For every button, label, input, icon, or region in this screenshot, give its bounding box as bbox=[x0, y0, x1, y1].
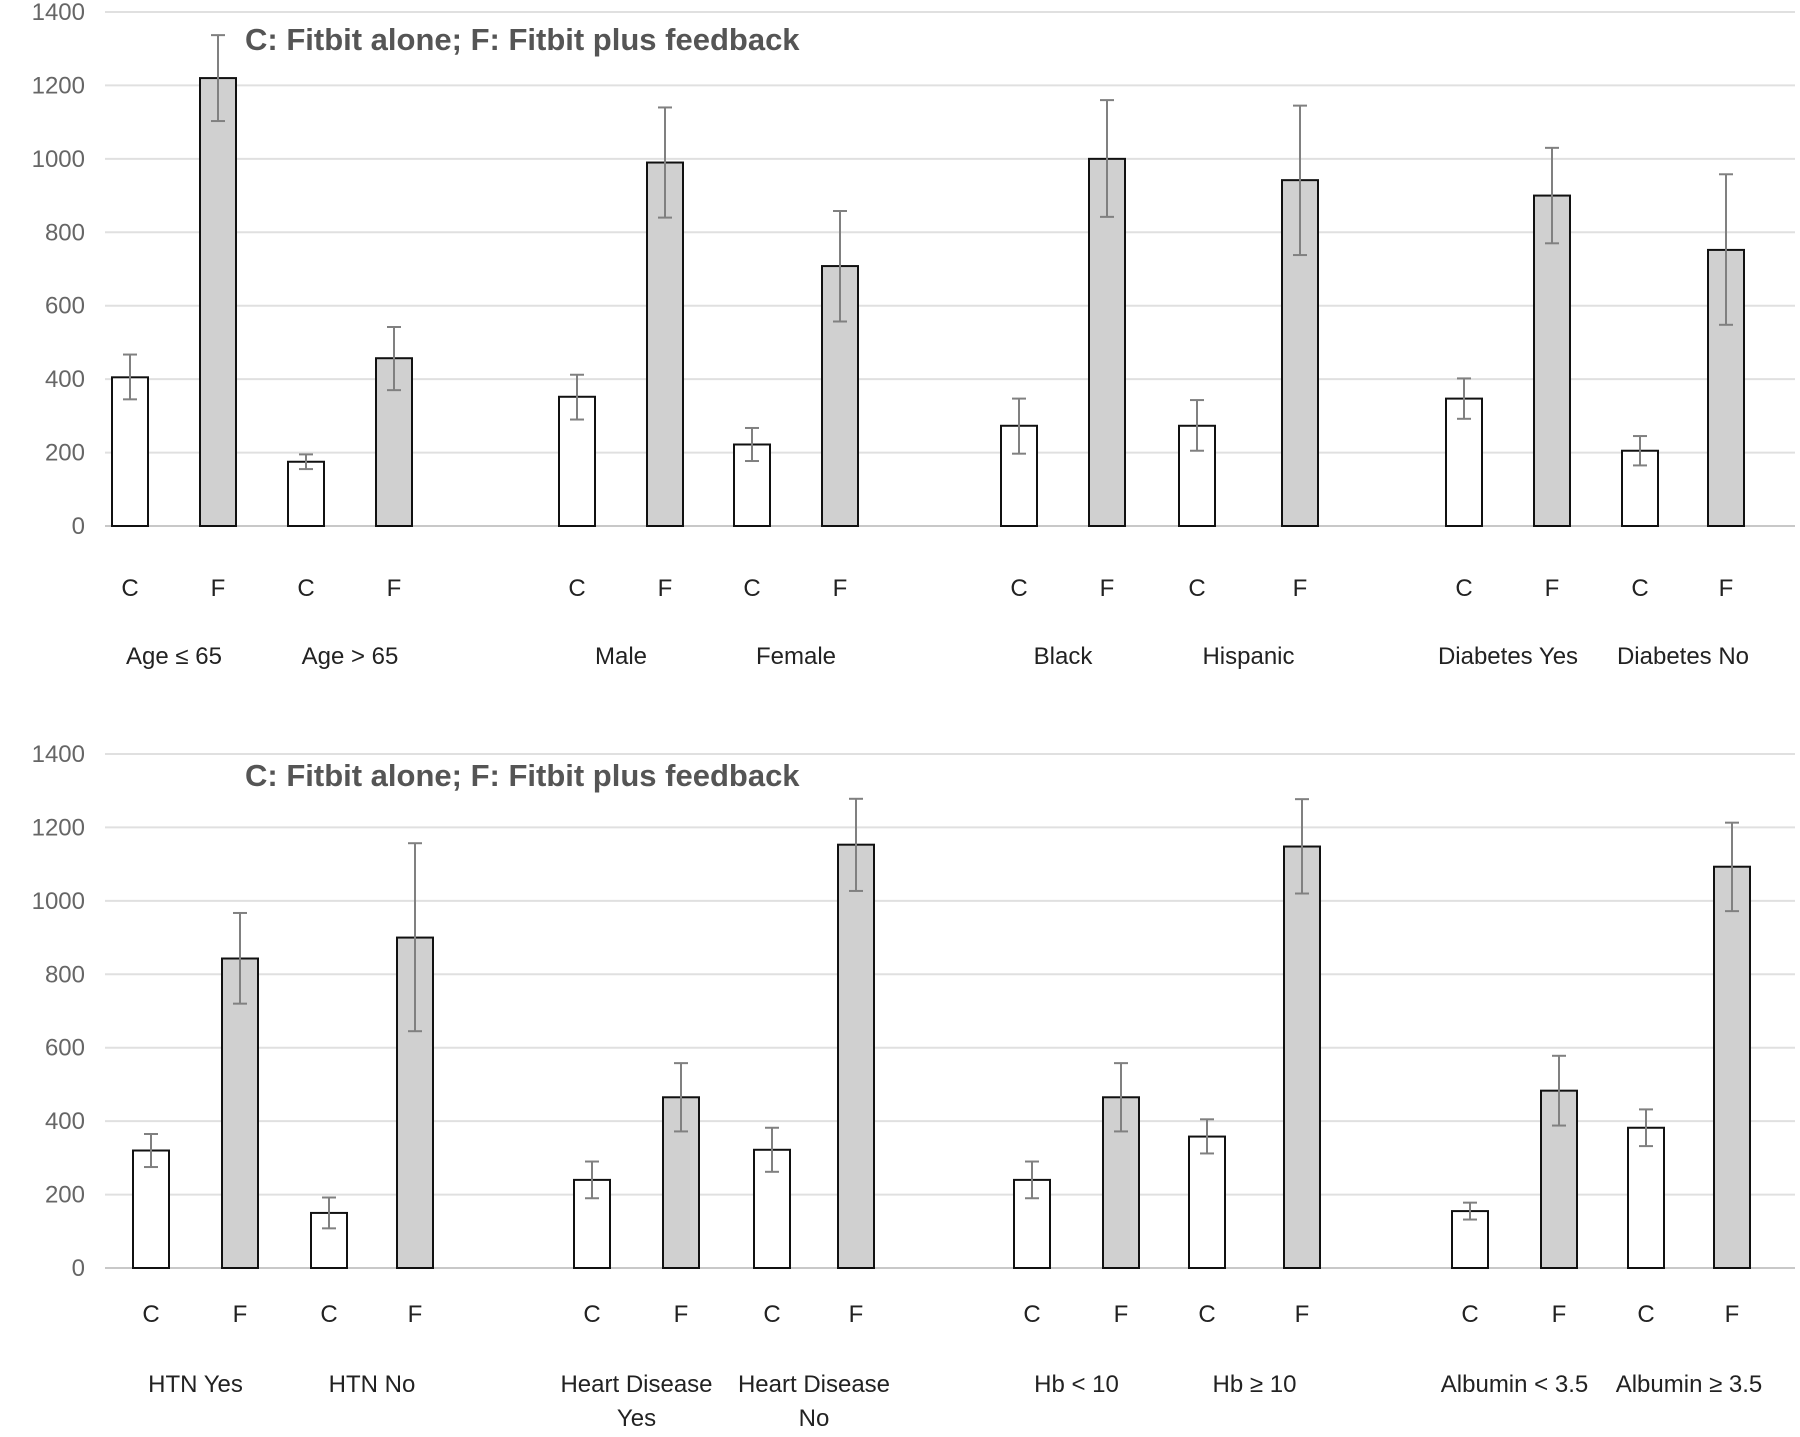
chart2-xtick-1-C: C bbox=[142, 1301, 159, 1328]
chart1-xtick-5-C: C bbox=[1010, 575, 1027, 602]
chart2-xtick-2-C: C bbox=[320, 1301, 337, 1328]
chart1-xtick-6-C: C bbox=[1188, 575, 1205, 602]
chart2-group-label-3-line2: Yes bbox=[617, 1405, 656, 1432]
chart1-group-label-1: Age ≤ 65 bbox=[126, 643, 222, 670]
chart1-xtick-1-C: C bbox=[121, 575, 138, 602]
chart2-group-label-3: Heart Disease bbox=[560, 1371, 712, 1398]
chart1-xtick-1-F: F bbox=[211, 575, 226, 602]
chart1-bar-5-F bbox=[1088, 157, 1126, 527]
chart2-xtick-3-C: C bbox=[583, 1301, 600, 1328]
chart1-group-label-6: Hispanic bbox=[1202, 643, 1294, 670]
chart1-group-label-8: Diabetes No bbox=[1617, 643, 1749, 670]
chart2-xtick-6-C: C bbox=[1198, 1301, 1215, 1328]
chart1-group-label-3: Male bbox=[595, 643, 647, 670]
chart1-title: C: Fitbit alone; F: Fitbit plus feedback bbox=[245, 22, 800, 57]
chart2-group-label-6: Hb ≥ 10 bbox=[1213, 1371, 1297, 1398]
chart1-xtick-4-F: F bbox=[833, 575, 848, 602]
chart1-xtick-2-C: C bbox=[297, 575, 314, 602]
chart2-xtick-8-F: F bbox=[1725, 1301, 1740, 1328]
chart2-bar-1-F bbox=[221, 957, 259, 1270]
chart2-xtick-7-C: C bbox=[1461, 1301, 1478, 1328]
chart2-bar-8-C bbox=[1627, 1126, 1665, 1270]
chart2-ytick-label-0: 0 bbox=[72, 1255, 85, 1282]
chart1-xtick-3-F: F bbox=[658, 575, 673, 602]
chart2-xtick-1-F: F bbox=[233, 1301, 248, 1328]
chart2-ytick-label-1000: 1000 bbox=[32, 888, 85, 915]
chart1-bar-7-C bbox=[1445, 397, 1483, 528]
chart1-group-label-5: Black bbox=[1034, 643, 1094, 670]
chart1-ytick-label-0: 0 bbox=[72, 513, 85, 540]
chart1-bar-3-F bbox=[646, 161, 684, 527]
chart1-xtick-6-F: F bbox=[1293, 575, 1308, 602]
chart1-xtick-2-F: F bbox=[387, 575, 402, 602]
chart1-xtick-5-F: F bbox=[1100, 575, 1115, 602]
chart2-xtick-8-C: C bbox=[1637, 1301, 1654, 1328]
chart1-bar-7-F bbox=[1533, 194, 1571, 527]
chart2-xtick-2-F: F bbox=[408, 1301, 423, 1328]
chart2-group-label-5: Hb < 10 bbox=[1034, 1371, 1119, 1398]
chart1-xtick-8-F: F bbox=[1719, 575, 1734, 602]
chart1-bar-2-F bbox=[375, 357, 413, 528]
chart1-xtick-8-C: C bbox=[1631, 575, 1648, 602]
chart1-ytick-label-800: 800 bbox=[45, 219, 85, 246]
chart2-bar-8-F bbox=[1713, 865, 1751, 1269]
chart1-group-label-2: Age > 65 bbox=[302, 643, 399, 670]
chart1-bar-1-C bbox=[111, 376, 149, 527]
chart2-xtick-4-F: F bbox=[849, 1301, 864, 1328]
chart2-xtick-4-C: C bbox=[763, 1301, 780, 1328]
chart2-xtick-5-C: C bbox=[1023, 1301, 1040, 1328]
chart2-group-label-1: HTN Yes bbox=[148, 1371, 243, 1398]
chart2-bar-6-C bbox=[1188, 1135, 1226, 1270]
chart1-bar-2-C bbox=[287, 460, 325, 527]
chart1-xtick-7-C: C bbox=[1455, 575, 1472, 602]
chart2-title: C: Fitbit alone; F: Fitbit plus feedback bbox=[245, 758, 800, 793]
chart2-ytick-label-400: 400 bbox=[45, 1108, 85, 1135]
chart1-ytick-label-200: 200 bbox=[45, 440, 85, 467]
chart1-xtick-7-F: F bbox=[1545, 575, 1560, 602]
chart1-ytick-label-1400: 1400 bbox=[32, 0, 85, 26]
chart2-group-label-2: HTN No bbox=[329, 1371, 416, 1398]
chart2-group-label-4: Heart Disease bbox=[738, 1371, 890, 1398]
chart2-ytick-label-600: 600 bbox=[45, 1035, 85, 1062]
chart2-group-label-8: Albumin ≥ 3.5 bbox=[1616, 1371, 1763, 1398]
chart1-xtick-3-C: C bbox=[568, 575, 585, 602]
chart2-bar-1-C bbox=[132, 1149, 170, 1269]
chart1-group-label-7: Diabetes Yes bbox=[1438, 643, 1578, 670]
chart2-xtick-5-F: F bbox=[1114, 1301, 1129, 1328]
chart1-ytick-label-600: 600 bbox=[45, 293, 85, 320]
chart2-ytick-label-1400: 1400 bbox=[32, 741, 85, 768]
chart2-group-label-4-line2: No bbox=[799, 1405, 830, 1432]
chart2-xtick-7-F: F bbox=[1552, 1301, 1567, 1328]
chart1-ytick-label-1200: 1200 bbox=[32, 72, 85, 99]
chart1-ytick-label-1000: 1000 bbox=[32, 146, 85, 173]
chart2-xtick-6-F: F bbox=[1295, 1301, 1310, 1328]
chart2-bar-4-F bbox=[837, 843, 875, 1269]
chart1-bar-1-F bbox=[199, 77, 237, 527]
chart1-ytick-label-400: 400 bbox=[45, 366, 85, 393]
chart2-bar-6-F bbox=[1283, 845, 1321, 1270]
chart2-ytick-label-1200: 1200 bbox=[32, 814, 85, 841]
chart1-xtick-4-C: C bbox=[743, 575, 760, 602]
chart2-ytick-label-800: 800 bbox=[45, 961, 85, 988]
chart1-group-label-4: Female bbox=[756, 643, 836, 670]
chart2-xtick-3-F: F bbox=[674, 1301, 689, 1328]
chart2-group-label-7: Albumin < 3.5 bbox=[1441, 1371, 1588, 1398]
chart2-ytick-label-200: 200 bbox=[45, 1182, 85, 1209]
